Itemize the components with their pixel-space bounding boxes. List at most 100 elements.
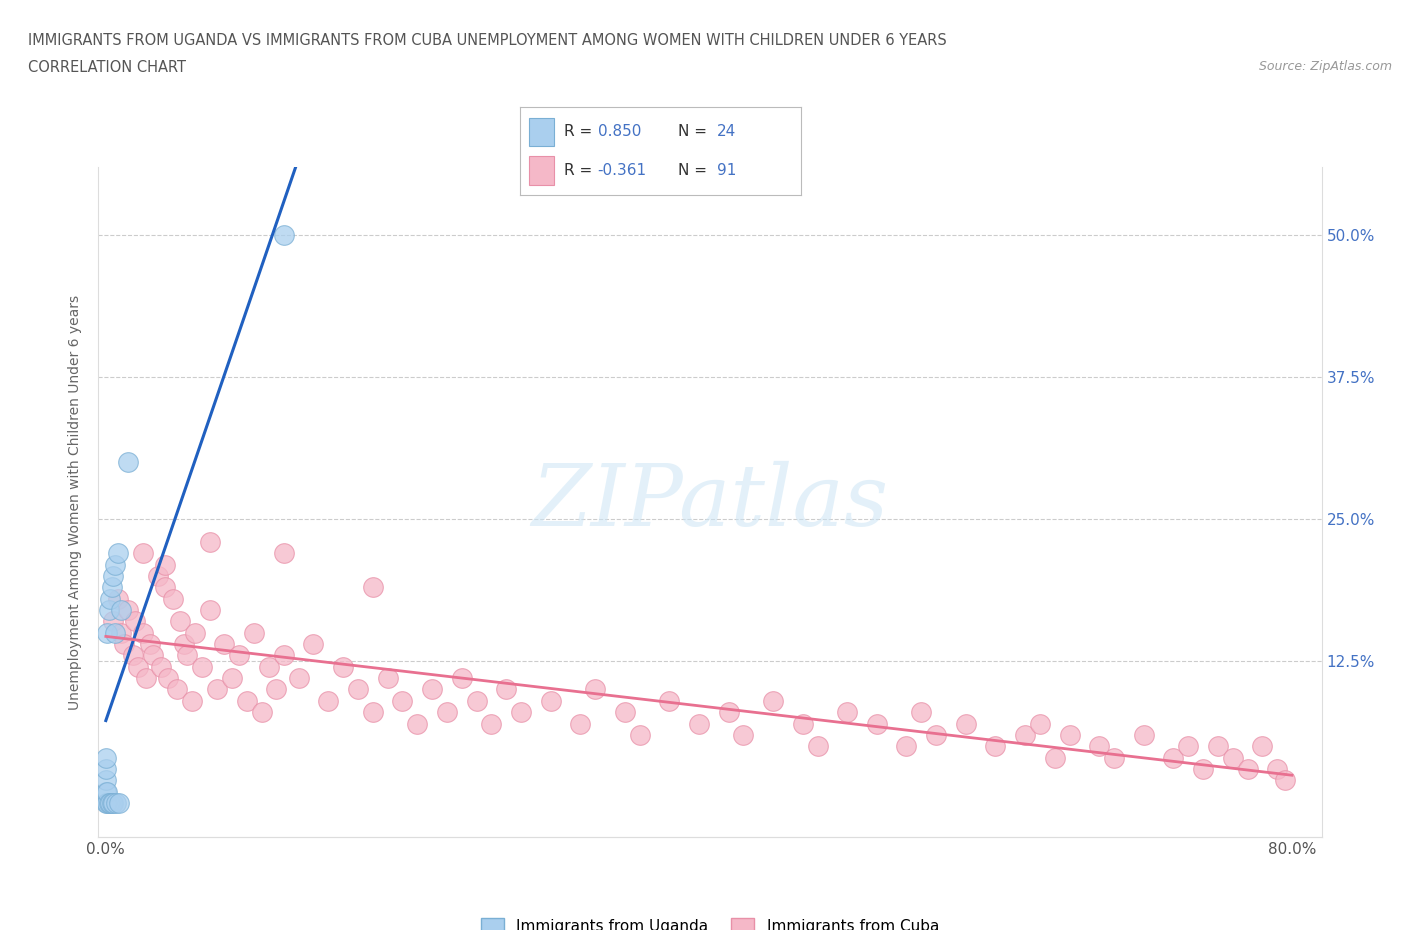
Point: [94, 784, 117, 799]
Point: [479, 716, 502, 731]
Point: [104, 557, 127, 572]
Point: [121, 648, 143, 663]
Text: N =: N =: [678, 125, 711, 140]
Point: [302, 637, 325, 652]
Point: [127, 659, 149, 674]
Point: [97, 795, 120, 810]
Text: 0.850: 0.850: [598, 125, 641, 140]
Point: [347, 682, 370, 697]
Point: [1132, 727, 1154, 742]
Point: [94, 762, 117, 777]
Point: [628, 727, 651, 742]
Point: [221, 671, 243, 685]
Text: R =: R =: [564, 163, 598, 178]
Point: [896, 738, 918, 753]
Text: 24: 24: [717, 125, 737, 140]
Point: [1192, 762, 1215, 777]
Point: [688, 716, 710, 731]
Point: [228, 648, 250, 663]
Point: [243, 625, 266, 640]
Point: [96, 625, 118, 640]
Point: [103, 568, 125, 583]
Point: [96, 784, 118, 799]
Point: [955, 716, 977, 731]
Point: [273, 228, 295, 243]
Point: [132, 625, 155, 640]
Point: [377, 671, 399, 685]
Point: [1265, 762, 1288, 777]
Point: [110, 603, 132, 618]
Point: [250, 705, 273, 720]
Point: [107, 591, 129, 606]
Point: [149, 659, 172, 674]
Point: [166, 682, 188, 697]
Point: [391, 694, 413, 709]
Point: [108, 795, 131, 810]
Point: [180, 694, 202, 709]
Text: CORRELATION CHART: CORRELATION CHART: [28, 60, 186, 75]
Point: [132, 546, 155, 561]
Point: [510, 705, 533, 720]
Point: [110, 625, 132, 640]
Point: [146, 568, 169, 583]
Point: [733, 727, 755, 742]
Point: [104, 625, 127, 640]
Point: [184, 625, 207, 640]
Point: [198, 603, 221, 618]
Point: [1236, 762, 1258, 777]
Point: [100, 795, 122, 810]
Point: [153, 557, 176, 572]
Point: [273, 648, 295, 663]
Point: [94, 773, 117, 788]
Point: [97, 603, 120, 618]
Point: [103, 614, 125, 629]
Point: [105, 795, 128, 810]
Point: [176, 648, 198, 663]
Point: [257, 659, 280, 674]
Y-axis label: Unemployment Among Women with Children Under 6 years: Unemployment Among Women with Children U…: [69, 295, 83, 710]
Point: [316, 694, 339, 709]
Point: [142, 648, 165, 663]
Point: [100, 580, 122, 595]
Point: [717, 705, 740, 720]
Point: [540, 694, 562, 709]
Point: [287, 671, 309, 685]
Point: [792, 716, 814, 731]
Point: [1163, 751, 1185, 765]
Point: [806, 738, 828, 753]
Point: [984, 738, 1007, 753]
Point: [112, 637, 135, 652]
Point: [910, 705, 932, 720]
Point: [361, 580, 384, 595]
Point: [139, 637, 162, 652]
Point: [98, 591, 121, 606]
Point: [583, 682, 606, 697]
Text: N =: N =: [678, 163, 711, 178]
Point: [191, 659, 214, 674]
Point: [495, 682, 517, 697]
Point: [124, 614, 146, 629]
Point: [214, 637, 236, 652]
Text: R =: R =: [564, 125, 598, 140]
Point: [332, 659, 354, 674]
FancyBboxPatch shape: [529, 156, 554, 185]
Point: [613, 705, 636, 720]
Point: [135, 671, 157, 685]
Text: IMMIGRANTS FROM UGANDA VS IMMIGRANTS FROM CUBA UNEMPLOYMENT AMONG WOMEN WITH CHI: IMMIGRANTS FROM UGANDA VS IMMIGRANTS FRO…: [28, 33, 946, 47]
Point: [1059, 727, 1081, 742]
Point: [406, 716, 429, 731]
Point: [198, 535, 221, 550]
Point: [361, 705, 384, 720]
Point: [1177, 738, 1199, 753]
Point: [450, 671, 472, 685]
Point: [1029, 716, 1052, 731]
Point: [1274, 773, 1296, 788]
Point: [866, 716, 889, 731]
FancyBboxPatch shape: [529, 117, 554, 146]
Point: [1222, 751, 1244, 765]
Point: [107, 546, 129, 561]
Point: [96, 795, 118, 810]
Point: [103, 795, 125, 810]
Point: [1102, 751, 1125, 765]
Text: Source: ZipAtlas.com: Source: ZipAtlas.com: [1258, 60, 1392, 73]
